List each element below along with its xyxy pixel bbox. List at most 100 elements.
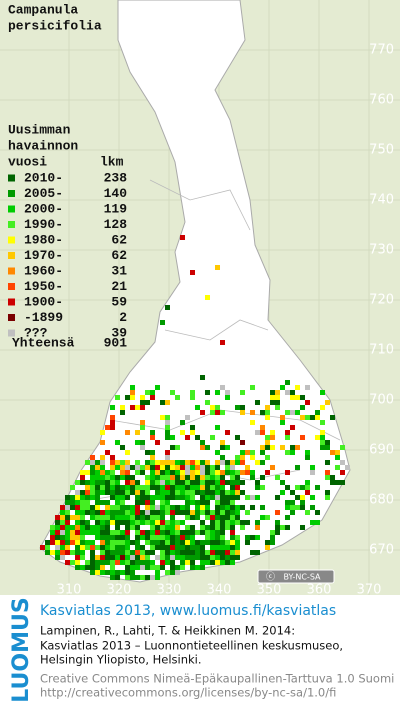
occurrence-cell <box>190 475 195 480</box>
occurrence-cell <box>190 480 195 485</box>
y-label: 730 <box>369 243 394 258</box>
occurrence-cell <box>215 500 220 505</box>
occurrence-cell <box>225 505 230 510</box>
occurrence-cell <box>140 470 145 475</box>
occurrence-cell <box>90 490 95 495</box>
occurrence-cell <box>220 480 225 485</box>
occurrence-cell <box>270 435 275 440</box>
occurrence-cell <box>75 510 80 515</box>
occurrence-cell <box>145 450 150 455</box>
occurrence-cell <box>140 500 145 505</box>
occurrence-cell <box>170 480 175 485</box>
occurrence-cell <box>210 435 215 440</box>
occurrence-cell <box>125 540 130 545</box>
occurrence-cell <box>140 405 145 410</box>
occurrence-cell <box>145 495 150 500</box>
occurrence-cell <box>75 525 80 530</box>
occurrence-cell <box>250 450 255 455</box>
occurrence-cell <box>120 405 125 410</box>
legend-count: 62 <box>111 248 127 263</box>
occurrence-cell <box>230 470 235 475</box>
occurrence-cell <box>190 515 195 520</box>
legend-count: 31 <box>111 263 127 278</box>
occurrence-cell <box>130 395 135 400</box>
occurrence-cell <box>145 480 150 485</box>
occurrence-cell <box>155 515 160 520</box>
occurrence-cell <box>170 470 175 475</box>
occurrence-cell <box>345 465 350 470</box>
occurrence-cell <box>165 460 170 465</box>
occurrence-cell <box>190 540 195 545</box>
occurrence-cell <box>220 490 225 495</box>
occurrence-cell <box>165 545 170 550</box>
occurrence-cell <box>225 550 230 555</box>
occurrence-cell <box>95 530 100 535</box>
legend-header: havainnon <box>8 138 78 153</box>
occurrence-cell <box>100 485 105 490</box>
occurrence-cell <box>160 460 165 465</box>
occurrence-cell <box>230 540 235 545</box>
occurrence-cell <box>300 505 305 510</box>
occurrence-cell <box>165 455 170 460</box>
occurrence-cell <box>145 520 150 525</box>
occurrence-cell <box>295 385 300 390</box>
legend-count: 2 <box>119 310 127 325</box>
occurrence-cell <box>245 535 250 540</box>
occurrence-cell <box>330 415 335 420</box>
occurrence-cell <box>285 515 290 520</box>
occurrence-cell <box>175 525 180 530</box>
occurrence-cell <box>235 435 240 440</box>
occurrence-cell <box>330 480 335 485</box>
legend-swatch <box>8 329 15 337</box>
occurrence-cell <box>90 510 95 515</box>
occurrence-cell <box>190 430 195 435</box>
occurrence-cell <box>230 465 235 470</box>
y-label: 680 <box>369 493 394 508</box>
occurrence-cell <box>275 400 280 405</box>
occurrence-cell <box>215 550 220 555</box>
occurrence-cell <box>155 570 160 575</box>
x-label: 320 <box>107 583 132 598</box>
occurrence-cell <box>60 505 65 510</box>
occurrence-cell <box>305 510 310 515</box>
occurrence-cell <box>225 390 230 395</box>
occurrence-cell <box>155 495 160 500</box>
occurrence-cell <box>300 500 305 505</box>
occurrence-cell <box>265 440 270 445</box>
legend-label: 1900- <box>24 294 63 309</box>
occurrence-cell <box>290 390 295 395</box>
occurrence-cell <box>215 520 220 525</box>
occurrence-cell <box>255 430 260 435</box>
occurrence-cell <box>310 415 315 420</box>
occurrence-cell <box>220 555 225 560</box>
occurrence-cell <box>220 470 225 475</box>
occurrence-cell <box>175 465 180 470</box>
occurrence-cell <box>320 445 325 450</box>
occurrence-cell <box>270 530 275 535</box>
occurrence-cell <box>85 530 90 535</box>
occurrence-cell <box>75 520 80 525</box>
legend-swatch <box>8 190 15 197</box>
occurrence-cell <box>205 500 210 505</box>
occurrence-cell <box>115 550 120 555</box>
occurrence-cell <box>295 410 300 415</box>
occurrence-cell <box>330 475 335 480</box>
occurrence-cell <box>210 535 215 540</box>
occurrence-cell <box>110 520 115 525</box>
legend-total: 901 <box>104 335 128 350</box>
occurrence-cell <box>170 550 175 555</box>
occurrence-cell <box>100 490 105 495</box>
occurrence-cell <box>155 555 160 560</box>
occurrence-cell <box>110 545 115 550</box>
occurrence-cell <box>195 540 200 545</box>
occurrence-cell <box>165 490 170 495</box>
occurrence-cell <box>110 560 115 565</box>
occurrence-cell <box>195 565 200 570</box>
occurrence-cell <box>265 405 270 410</box>
occurrence-cell <box>235 515 240 520</box>
occurrence-cell <box>205 495 210 500</box>
occurrence-cell <box>185 435 190 440</box>
occurrence-cell <box>195 505 200 510</box>
occurrence-cell <box>250 455 255 460</box>
occurrence-cell <box>140 465 145 470</box>
